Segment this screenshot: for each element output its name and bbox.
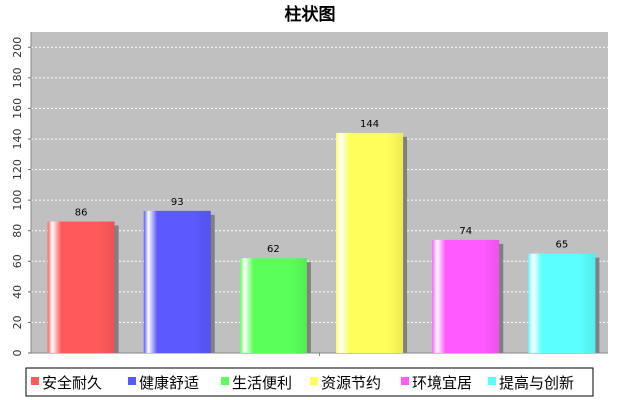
bar <box>336 132 404 353</box>
grid-lines <box>31 46 608 323</box>
legend-swatch <box>31 377 39 385</box>
legend-label: 提高与创新 <box>499 374 574 392</box>
y-tick-label: 160 <box>11 98 24 119</box>
legend-swatch <box>401 377 409 385</box>
bar-value-label: 62 <box>267 244 280 255</box>
y-tick-label: 0 <box>11 350 24 357</box>
axes: 0 20 40 60 80 100 120 140 160 180 200 <box>11 32 608 357</box>
y-tick-label: 80 <box>11 224 24 238</box>
legend-swatch <box>488 377 496 385</box>
legend-swatch <box>310 377 318 385</box>
legend-label: 生活便利 <box>232 374 292 392</box>
y-tick-label: 60 <box>11 254 24 268</box>
plot-area <box>31 32 608 353</box>
y-tick-label: 200 <box>11 37 24 58</box>
legend-label: 环境宜居 <box>412 374 472 392</box>
y-tick-label: 20 <box>11 315 24 329</box>
bar <box>143 210 211 353</box>
y-tick-label: 180 <box>11 67 24 88</box>
bar-value-label: 74 <box>459 226 472 237</box>
bar-value-label: 144 <box>360 119 379 130</box>
y-tick-label: 120 <box>11 159 24 180</box>
bar <box>239 258 307 353</box>
y-tick-label: 40 <box>11 285 24 299</box>
legend-box <box>25 367 594 397</box>
legend-label: 健康舒适 <box>139 374 199 392</box>
bar-value-label: 65 <box>556 240 569 251</box>
legend-label: 安全耐久 <box>42 374 102 392</box>
legend-swatch <box>221 377 229 385</box>
legend-swatch <box>128 377 136 385</box>
bar <box>528 253 596 353</box>
y-tick-label: 140 <box>11 129 24 150</box>
bar-value-label: 93 <box>171 197 184 208</box>
legend: 安全耐久 健康舒适 生活便利 资源节约 环境宜居 提高与创新 <box>25 367 594 397</box>
legend-label: 资源节约 <box>321 374 381 392</box>
bar <box>47 221 115 353</box>
bars: 86 93 62 144 74 65 <box>47 119 600 353</box>
chart-title: 柱状图 <box>285 4 336 25</box>
y-tick-label: 100 <box>11 190 24 211</box>
bar-value-label: 86 <box>75 208 88 219</box>
bar <box>432 239 500 353</box>
